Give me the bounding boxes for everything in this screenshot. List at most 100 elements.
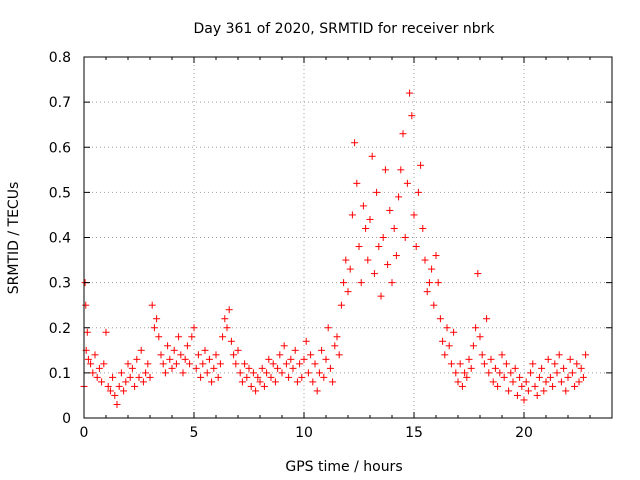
data-point (577, 364, 585, 372)
data-point (230, 351, 238, 359)
data-point (458, 382, 466, 390)
data-point (494, 382, 502, 390)
data-point (414, 188, 422, 196)
data-point (194, 351, 202, 359)
data-point (392, 252, 400, 260)
data-point (247, 382, 255, 390)
data-point (555, 351, 563, 359)
data-point (500, 373, 508, 381)
data-point (318, 346, 326, 354)
data-point (401, 234, 409, 241)
data-point (329, 378, 337, 386)
data-point (498, 351, 506, 359)
data-point (454, 378, 462, 386)
data-point (287, 355, 295, 363)
data-point (502, 360, 510, 368)
y-tick-label: 0.5 (49, 185, 71, 201)
data-point (175, 333, 183, 341)
x-tick-label: 10 (295, 425, 313, 441)
data-point (93, 373, 101, 381)
data-point (126, 373, 134, 381)
data-point (291, 346, 299, 354)
data-point (546, 373, 554, 381)
data-point (311, 360, 319, 368)
data-point (232, 360, 240, 368)
data-point (89, 369, 97, 377)
data-point (571, 382, 579, 390)
x-tick-label: 20 (515, 425, 533, 441)
data-point (282, 360, 290, 368)
data-point (113, 400, 121, 408)
y-tick-label: 0.3 (49, 276, 71, 292)
data-point (533, 391, 541, 399)
data-point (249, 369, 257, 377)
data-point (201, 346, 209, 354)
data-point (465, 355, 473, 363)
data-point (159, 360, 167, 368)
data-point (192, 364, 200, 372)
data-point (271, 378, 279, 386)
data-point (452, 369, 460, 377)
data-point (236, 369, 244, 377)
data-points (80, 89, 590, 408)
data-point (82, 301, 90, 309)
data-point (164, 342, 172, 350)
data-point (280, 342, 288, 350)
data-point (252, 387, 260, 395)
data-point (269, 360, 277, 368)
data-point (410, 211, 418, 219)
data-point (335, 351, 343, 359)
data-point (333, 333, 341, 341)
data-point (150, 324, 158, 332)
data-point (309, 378, 317, 386)
y-tick-label: 0.8 (49, 50, 71, 66)
data-point (443, 324, 451, 332)
data-point (412, 243, 420, 251)
data-point (373, 188, 381, 196)
data-point (179, 369, 187, 377)
data-point (260, 382, 268, 390)
data-point (102, 328, 110, 336)
data-point (359, 202, 367, 210)
data-point (395, 193, 403, 201)
data-point (428, 265, 436, 273)
data-point (111, 391, 119, 399)
data-point (461, 369, 469, 377)
data-point (170, 346, 178, 354)
data-point (469, 342, 477, 350)
data-point (476, 333, 484, 341)
data-point (276, 351, 284, 359)
y-tick-label: 0 (62, 411, 71, 427)
data-point (575, 378, 583, 386)
data-point (161, 369, 169, 377)
data-point (166, 355, 174, 363)
data-point (135, 373, 143, 381)
data-point (487, 355, 495, 363)
data-point (258, 364, 266, 372)
data-point (357, 279, 365, 287)
data-point (326, 364, 334, 372)
data-point (183, 342, 191, 350)
data-point (377, 292, 385, 300)
data-point (267, 373, 275, 381)
data-point (531, 382, 539, 390)
data-point (131, 382, 139, 390)
data-point (128, 364, 136, 372)
data-point (214, 373, 222, 381)
data-point (188, 333, 196, 341)
data-point (265, 355, 273, 363)
data-point (186, 360, 194, 368)
data-point (144, 360, 152, 368)
data-point (568, 369, 576, 377)
data-point (210, 364, 218, 372)
data-point (227, 337, 235, 345)
data-point (98, 378, 106, 386)
data-point (344, 288, 352, 296)
data-point (234, 346, 242, 354)
data-point (208, 378, 216, 386)
data-point (106, 387, 114, 395)
data-point (205, 355, 213, 363)
data-point (337, 301, 345, 309)
